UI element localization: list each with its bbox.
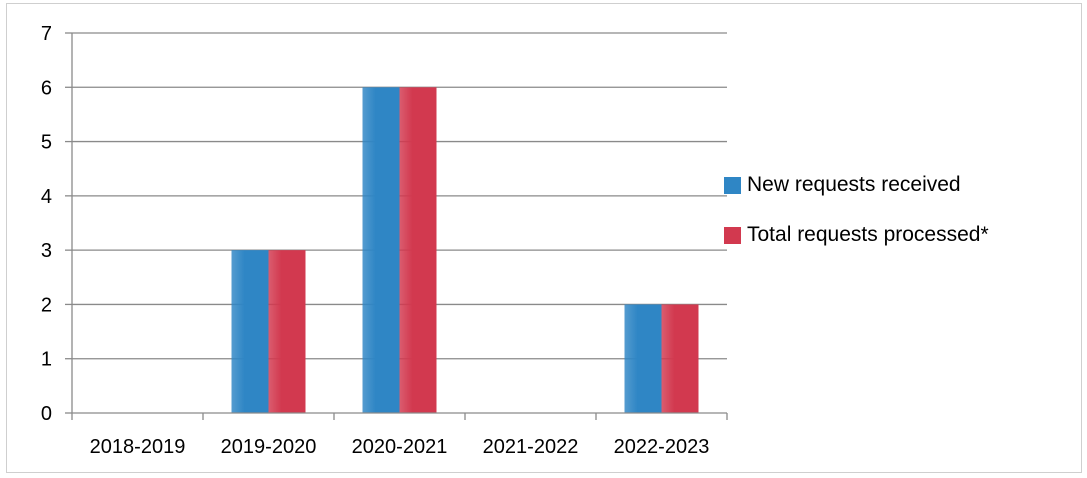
x-tick-labels: 2018-2019 2019-2020 2020-2021 2021-2022 2022… — [90, 436, 710, 458]
x-tick-label-2019-2020: 2019-2020 — [221, 436, 317, 458]
bar-new-requests-2020-2021 — [362, 87, 400, 414]
y-tick-label-2: 2 — [41, 294, 52, 316]
x-tick-label-2018-2019: 2018-2019 — [90, 436, 186, 458]
y-tick-labels: 0 1 2 3 4 5 6 7 — [41, 23, 52, 425]
legend-label-total-requests: Total requests processed* — [747, 223, 989, 246]
x-tick-label-2022-2023: 2022-2023 — [614, 436, 710, 458]
bar-new-requests-2022-2023 — [624, 304, 662, 413]
bar-new-requests-2019-2020 — [231, 250, 269, 413]
bar-total-requests-2022-2023 — [661, 304, 699, 413]
legend-label-new-requests: New requests received — [747, 173, 961, 196]
y-tick-label-4: 4 — [41, 186, 52, 208]
x-tick-label-2020-2021: 2020-2021 — [352, 436, 448, 458]
legend-item-new-requests: New requests received — [724, 172, 989, 198]
y-tick-label-5: 5 — [41, 132, 52, 154]
y-tick-label-7: 7 — [41, 23, 52, 45]
y-tick-label-1: 1 — [41, 349, 52, 371]
bar-total-requests-2020-2021 — [399, 87, 437, 414]
legend-item-total-requests: Total requests processed* — [724, 222, 989, 248]
y-tick-label-0: 0 — [41, 403, 52, 425]
legend-swatch-total-requests — [724, 226, 741, 244]
legend-swatch-new-requests — [724, 176, 741, 194]
y-tick-label-6: 6 — [41, 77, 52, 99]
bar-total-requests-2019-2020 — [268, 250, 306, 413]
bars — [231, 87, 699, 414]
chart-frame — [6, 3, 1082, 473]
y-tick-label-3: 3 — [41, 240, 52, 262]
legend: New requests received Total requests pro… — [724, 172, 989, 272]
x-tick-label-2021-2022: 2021-2022 — [483, 436, 579, 458]
axes — [71, 33, 727, 414]
